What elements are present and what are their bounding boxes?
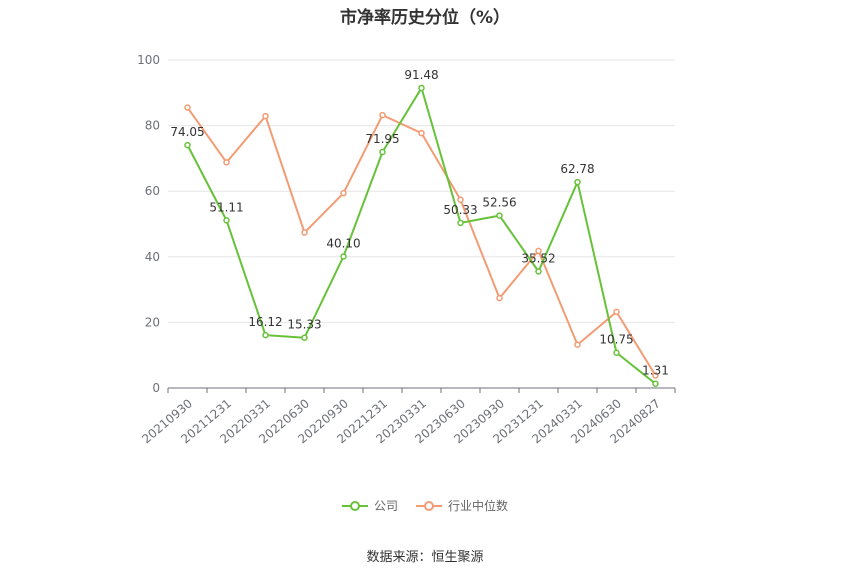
data-point-company: [262, 331, 269, 339]
data-point-industry-median: [496, 294, 503, 302]
data-label: 1.31: [642, 364, 669, 378]
chart-title: 市净率历史分位（%）: [339, 8, 511, 28]
data-point-company: [301, 334, 308, 341]
data-point-industry-median: [652, 372, 659, 379]
data-point-industry-median: [457, 196, 464, 203]
data-point-industry-median: [262, 112, 269, 120]
data-point-industry-median: [340, 189, 347, 197]
legend-industry-label: 行业中位数: [448, 499, 509, 513]
data-point-industry-median: [535, 247, 542, 255]
y-tick-label: 60: [145, 184, 160, 198]
data-label: 40.10: [326, 236, 360, 250]
data-source-note: 数据来源：恒生聚源: [366, 550, 484, 565]
data-label: 16.12: [248, 315, 282, 329]
data-label: 51.11: [209, 200, 243, 214]
data-label: 15.33: [287, 318, 321, 332]
data-label: 91.48: [404, 68, 438, 82]
data-point-industry-median: [613, 308, 620, 316]
data-point-company: [418, 84, 425, 92]
y-tick-label: 100: [137, 53, 160, 67]
y-tick-label: 0: [152, 381, 160, 395]
data-label: 52.56: [482, 196, 516, 210]
data-label: 10.75: [599, 333, 633, 347]
legend: 公司 行业中位数: [0, 497, 850, 514]
data-point-industry-median: [184, 104, 191, 111]
data-point-industry-median: [379, 111, 386, 119]
data-point-industry-median: [418, 129, 425, 137]
data-point-industry-median: [223, 159, 230, 166]
y-tick-label: 20: [145, 315, 160, 329]
data-label: 74.05: [170, 125, 204, 139]
data-point-company: [496, 212, 503, 219]
legend-item-company[interactable]: 公司: [341, 497, 398, 514]
legend-industry-swatch: [416, 500, 442, 511]
data-point-company: [379, 148, 386, 156]
data-label: 62.78: [560, 162, 594, 176]
y-tick-label: 80: [145, 119, 160, 133]
data-point-company: [223, 217, 230, 224]
data-point-industry-median: [301, 229, 308, 236]
legend-company-label: 公司: [373, 499, 398, 513]
data-label: 50.33: [443, 203, 477, 217]
data-label: 35.52: [521, 251, 555, 265]
series-line-industry-median: [186, 106, 657, 377]
data-point-company: [340, 253, 347, 260]
data-point-company: [652, 380, 659, 387]
legend-item-industry-median[interactable]: 行业中位数: [416, 497, 508, 514]
data-point-industry-median: [574, 341, 581, 348]
data-point-company: [184, 141, 191, 149]
data-label: 71.95: [365, 132, 399, 146]
y-tick-label: 40: [145, 250, 160, 264]
legend-company-swatch: [341, 500, 368, 511]
data-point-company: [457, 219, 464, 227]
data-point-company: [613, 349, 620, 356]
data-point-company: [574, 178, 581, 186]
data-point-company: [535, 268, 542, 275]
